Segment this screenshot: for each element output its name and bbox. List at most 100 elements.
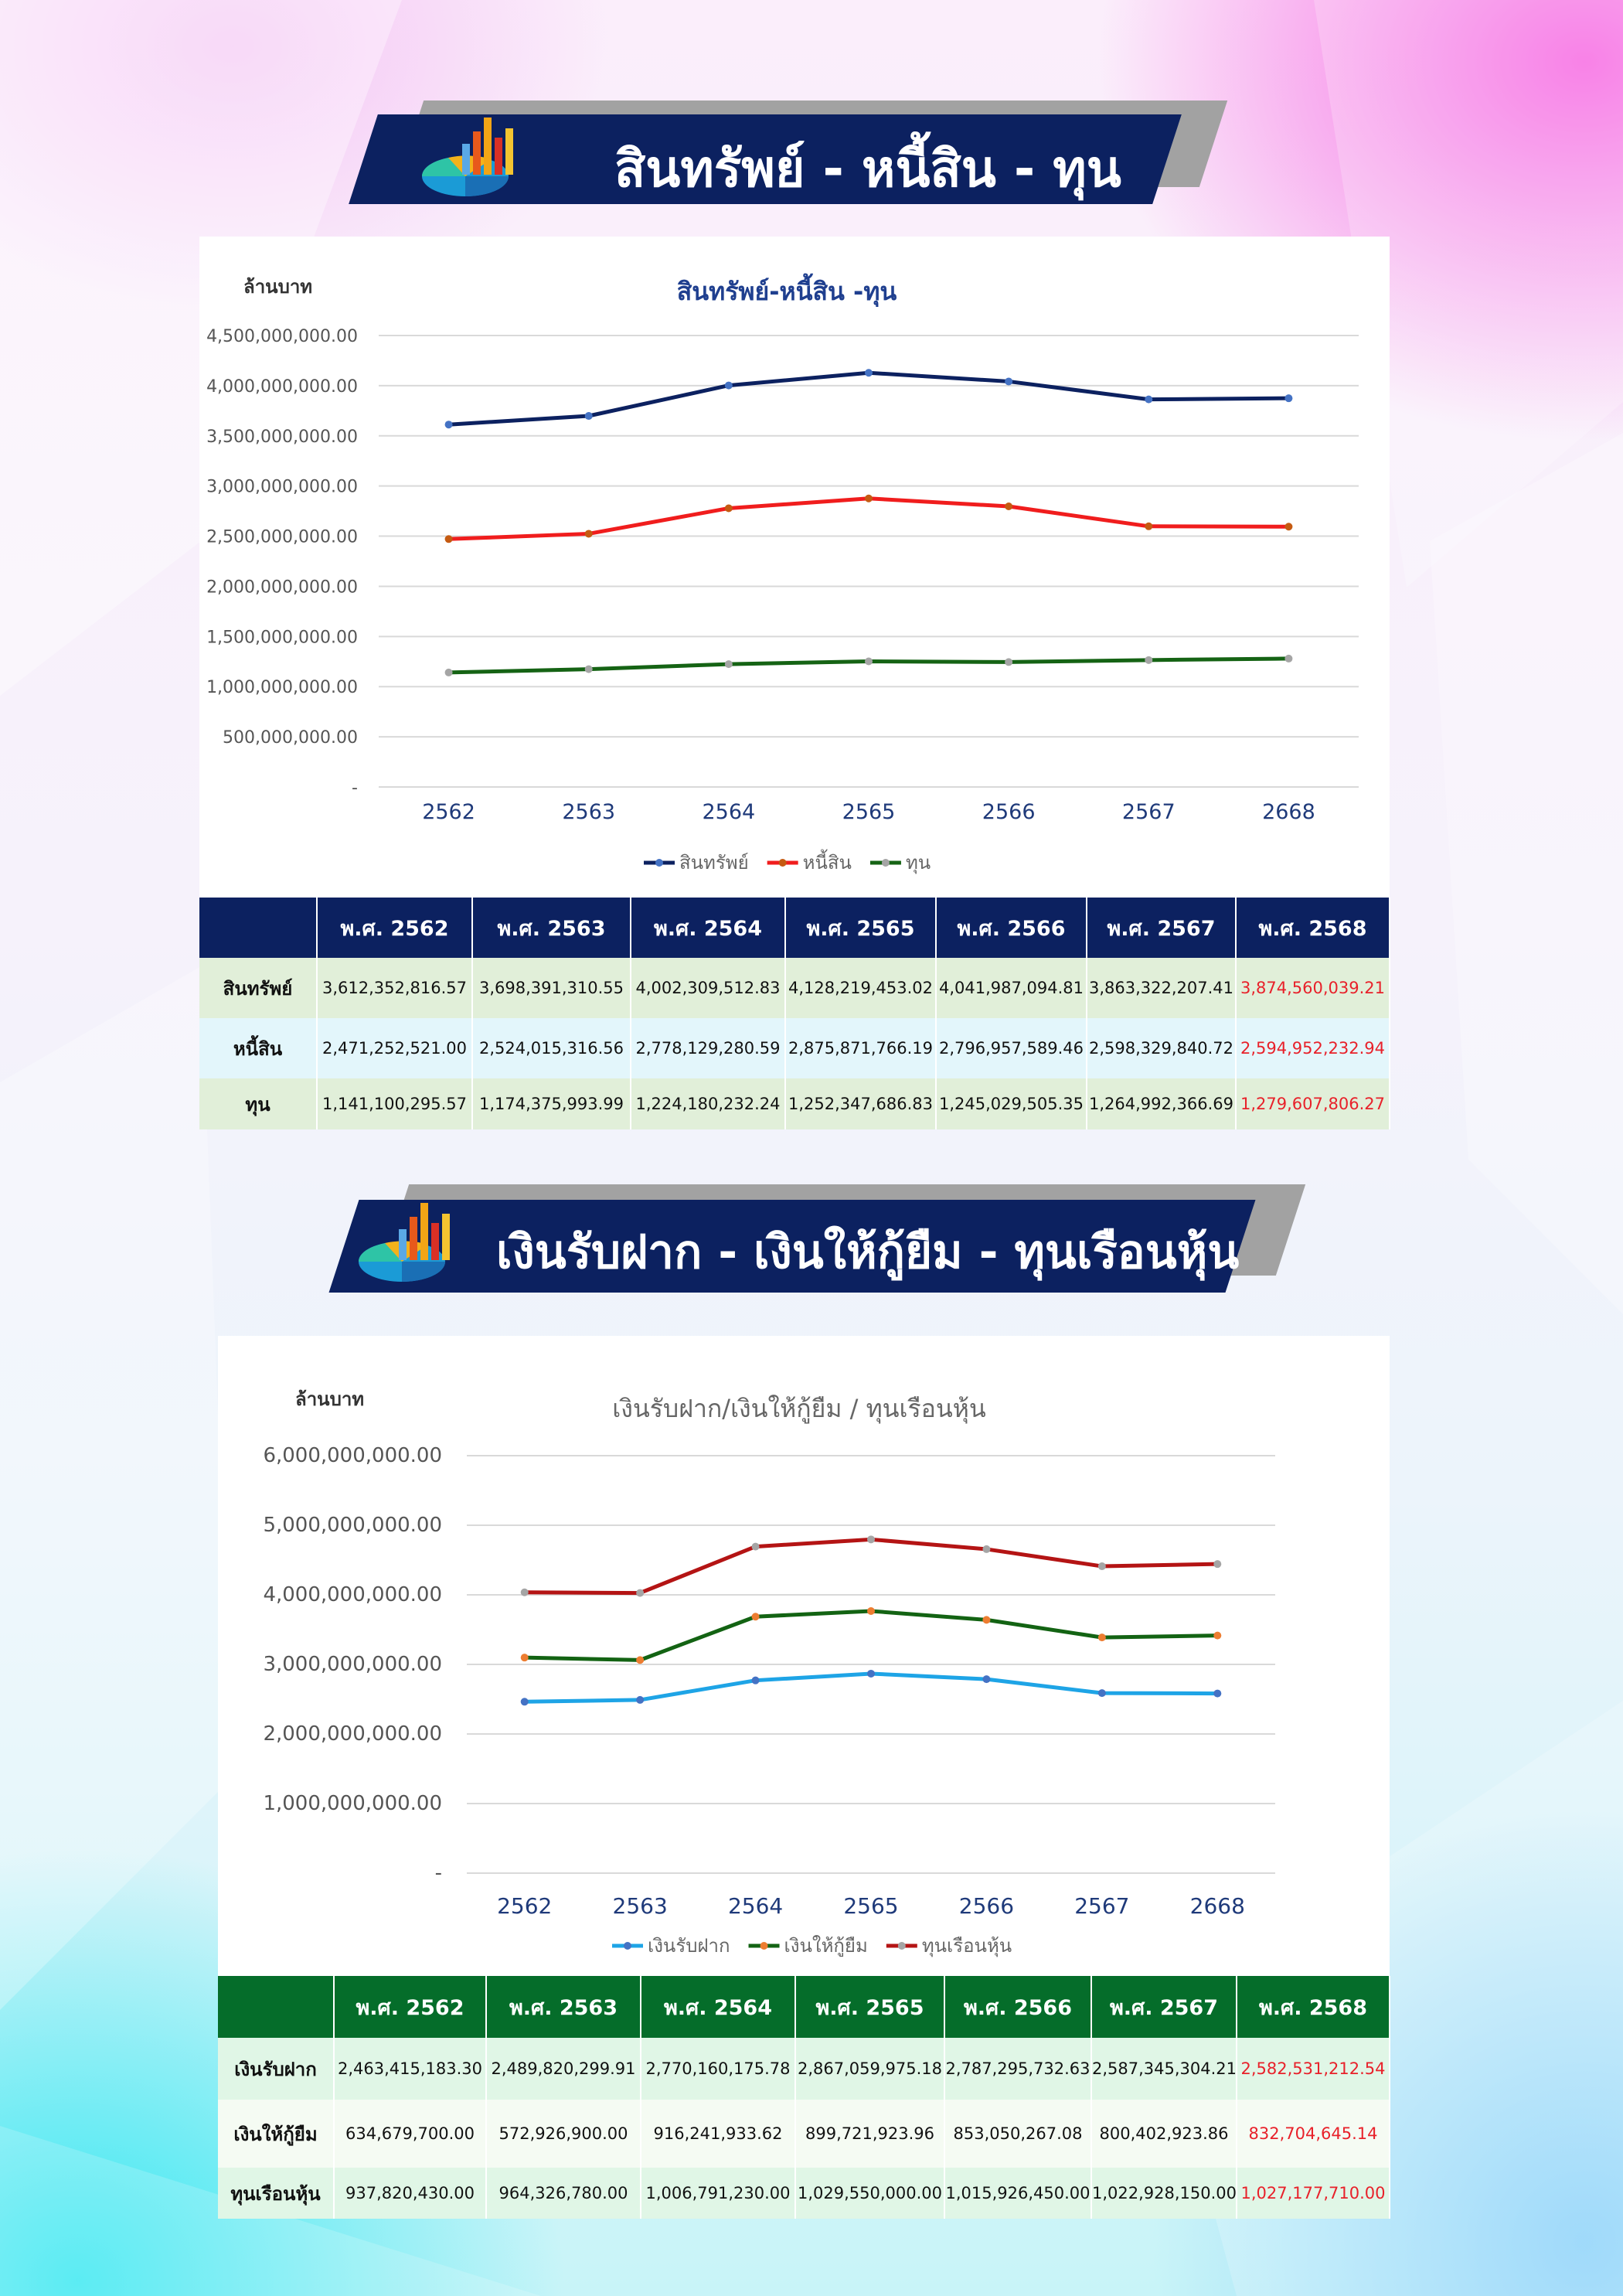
section2-banner: เงินรับฝาก - เงินให้กู้ยืม - ทุนเรือนหุ้… bbox=[325, 1184, 1306, 1300]
legend-marker bbox=[778, 859, 787, 867]
data-point bbox=[1005, 502, 1013, 511]
table-cell: 1,022,928,150.00 bbox=[1091, 2168, 1237, 2219]
legend-label: สินทรัพย์ bbox=[679, 852, 749, 874]
table1-header-cell: พ.ศ. 2566 bbox=[936, 898, 1087, 958]
table1-header-cell: พ.ศ. 2564 bbox=[631, 898, 786, 958]
data-point bbox=[1213, 1631, 1222, 1640]
table-cell: 3,863,322,207.41 bbox=[1087, 958, 1237, 1018]
x-tick-label: 2668 bbox=[1190, 1893, 1245, 1919]
table1-header-cell: พ.ศ. 2568 bbox=[1236, 898, 1390, 958]
table-cell: 853,050,267.08 bbox=[944, 2100, 1092, 2168]
row-label: เงินให้กู้ยืม bbox=[218, 2100, 335, 2168]
data-point bbox=[636, 1589, 645, 1597]
data-point bbox=[636, 1695, 645, 1704]
data-point bbox=[724, 381, 733, 390]
x-tick-label: 2562 bbox=[422, 800, 475, 824]
data-point bbox=[1145, 522, 1153, 530]
table-cell-latest: 2,594,952,232.94 bbox=[1236, 1018, 1390, 1078]
table2-header-row: พ.ศ. 2562 พ.ศ. 2563 พ.ศ. 2564 พ.ศ. 2565 … bbox=[218, 1976, 1390, 2038]
table-cell-latest: 1,279,607,806.27 bbox=[1236, 1078, 1390, 1129]
y-tick-label: 3,000,000,000.00 bbox=[206, 478, 358, 497]
table-cell: 916,241,933.62 bbox=[641, 2100, 796, 2168]
table-cell: 2,463,415,183.30 bbox=[334, 2038, 487, 2100]
table-row: สินทรัพย์ 3,612,352,816.57 3,698,391,310… bbox=[199, 958, 1390, 1018]
table-cell: 1,252,347,686.83 bbox=[785, 1078, 937, 1129]
table-cell: 2,524,015,316.56 bbox=[472, 1018, 631, 1078]
y-tick-label: 500,000,000.00 bbox=[223, 728, 358, 748]
table-cell: 572,926,900.00 bbox=[486, 2100, 641, 2168]
data-point bbox=[867, 1535, 875, 1544]
data-point bbox=[1145, 656, 1153, 664]
x-tick-label: 2564 bbox=[728, 1893, 783, 1919]
data-point bbox=[520, 1698, 529, 1706]
y-tick-label: 4,000,000,000.00 bbox=[206, 377, 358, 397]
table1-header-row: พ.ศ. 2562 พ.ศ. 2563 พ.ศ. 2564 พ.ศ. 2565 … bbox=[199, 898, 1390, 958]
data-point bbox=[982, 1616, 991, 1624]
data-point bbox=[1097, 1562, 1106, 1571]
legend-marker bbox=[897, 1942, 906, 1950]
legend-label: หนี้สิน bbox=[803, 849, 852, 874]
data-point bbox=[865, 657, 873, 666]
chart1-unit-label: ล้านบาท bbox=[243, 276, 312, 298]
data-point bbox=[751, 1613, 760, 1621]
table-row: เงินรับฝาก 2,463,415,183.30 2,489,820,29… bbox=[218, 2038, 1390, 2100]
row-label: สินทรัพย์ bbox=[199, 958, 318, 1018]
table1: พ.ศ. 2562 พ.ศ. 2563 พ.ศ. 2564 พ.ศ. 2565 … bbox=[199, 898, 1390, 1129]
row-label: ทุนเรือนหุ้น bbox=[218, 2168, 335, 2219]
chart2-unit-label: ล้านบาท bbox=[295, 1388, 364, 1410]
table-cell: 1,141,100,295.57 bbox=[317, 1078, 473, 1129]
table-cell-latest: 3,874,560,039.21 bbox=[1236, 958, 1390, 1018]
y-tick-label: 1,500,000,000.00 bbox=[206, 628, 358, 647]
table-cell: 2,471,252,521.00 bbox=[317, 1018, 473, 1078]
table1-header-cell: พ.ศ. 2565 bbox=[785, 898, 937, 958]
table-cell: 800,402,923.86 bbox=[1091, 2100, 1237, 2168]
table2-header-cell: พ.ศ. 2564 bbox=[641, 1976, 796, 2038]
data-point bbox=[444, 421, 453, 429]
data-point bbox=[724, 504, 733, 513]
x-tick-label: 2566 bbox=[959, 1893, 1014, 1919]
table-cell: 1,224,180,232.24 bbox=[631, 1078, 786, 1129]
x-tick-label: 2565 bbox=[842, 800, 896, 824]
table-cell-latest: 832,704,645.14 bbox=[1237, 2100, 1390, 2168]
legend-marker bbox=[760, 1942, 768, 1950]
table-cell-latest: 1,027,177,710.00 bbox=[1237, 2168, 1390, 2219]
table-cell: 2,598,329,840.72 bbox=[1087, 1018, 1237, 1078]
x-tick-label: 2567 bbox=[1074, 1893, 1129, 1919]
table-cell: 3,612,352,816.57 bbox=[317, 958, 473, 1018]
x-tick-label: 2564 bbox=[702, 800, 755, 824]
table-cell: 2,778,129,280.59 bbox=[631, 1018, 786, 1078]
x-tick-label: 2567 bbox=[1122, 800, 1176, 824]
table2-header-corner bbox=[218, 1976, 335, 2038]
legend-marker bbox=[881, 859, 890, 867]
table-row: ทุนเรือนหุ้น 937,820,430.00 964,326,780.… bbox=[218, 2168, 1390, 2219]
data-point bbox=[867, 1606, 875, 1615]
y-tick-label: 4,500,000,000.00 bbox=[206, 327, 358, 346]
series-line bbox=[448, 370, 1289, 427]
chart2: ล้านบาท เงินรับฝาก/เงินให้กู้ยืม / ทุนเร… bbox=[263, 1388, 1275, 1957]
series-line bbox=[524, 1671, 1218, 1704]
data-point bbox=[865, 494, 873, 502]
table-row: เงินให้กู้ยืม 634,679,700.00 572,926,900… bbox=[218, 2100, 1390, 2168]
table2-header-cell: พ.ศ. 2563 bbox=[486, 1976, 641, 2038]
table2-header-cell: พ.ศ. 2565 bbox=[795, 1976, 945, 2038]
x-tick-label: 2563 bbox=[562, 800, 615, 824]
chart-logo-icon bbox=[358, 1203, 450, 1282]
y-tick-label: 5,000,000,000.00 bbox=[263, 1514, 442, 1537]
table2-header-cell: พ.ศ. 2562 bbox=[334, 1976, 487, 2038]
y-tick-label: 2,500,000,000.00 bbox=[206, 528, 358, 547]
data-point bbox=[584, 530, 593, 538]
series-line bbox=[524, 1609, 1218, 1662]
table-cell: 3,698,391,310.55 bbox=[472, 958, 631, 1018]
data-point bbox=[1145, 395, 1153, 404]
data-point bbox=[1284, 654, 1293, 663]
y-tick-label: - bbox=[435, 1862, 442, 1885]
table1-header-cell: พ.ศ. 2567 bbox=[1087, 898, 1237, 958]
table-cell: 1,264,992,366.69 bbox=[1087, 1078, 1237, 1129]
table-cell: 4,002,309,512.83 bbox=[631, 958, 786, 1018]
legend-label: เงินให้กู้ยืม bbox=[784, 1935, 868, 1957]
data-point bbox=[751, 1542, 760, 1551]
table-cell: 634,679,700.00 bbox=[334, 2100, 487, 2168]
data-point bbox=[444, 535, 453, 543]
legend-marker bbox=[624, 1942, 631, 1950]
data-point bbox=[1284, 523, 1293, 531]
